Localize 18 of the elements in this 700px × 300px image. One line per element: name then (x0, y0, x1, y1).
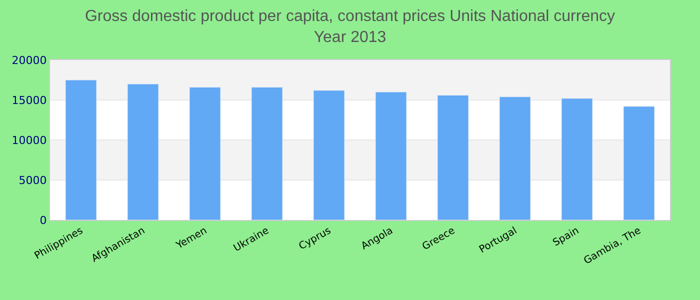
bar (65, 80, 97, 220)
y-tick-label: 15000 (12, 94, 47, 107)
y-tick-label: 20000 (12, 54, 47, 67)
bar (437, 94, 469, 220)
bar (313, 90, 345, 220)
chart-title: Gross domestic product per capita, constant prices Units National currency (84, 8, 616, 25)
y-tick-label: 10000 (12, 134, 47, 147)
bar (561, 98, 593, 220)
bar (499, 96, 531, 220)
bar (127, 84, 159, 220)
bar (375, 92, 407, 220)
y-tick-label: 5000 (18, 174, 47, 187)
bar (251, 86, 283, 220)
y-tick-label: 0 (40, 214, 47, 227)
bar (189, 86, 221, 220)
x-tick-label: Spain (551, 225, 581, 249)
bar (623, 106, 655, 220)
chart-subtitle: Year 2013 (314, 28, 386, 46)
